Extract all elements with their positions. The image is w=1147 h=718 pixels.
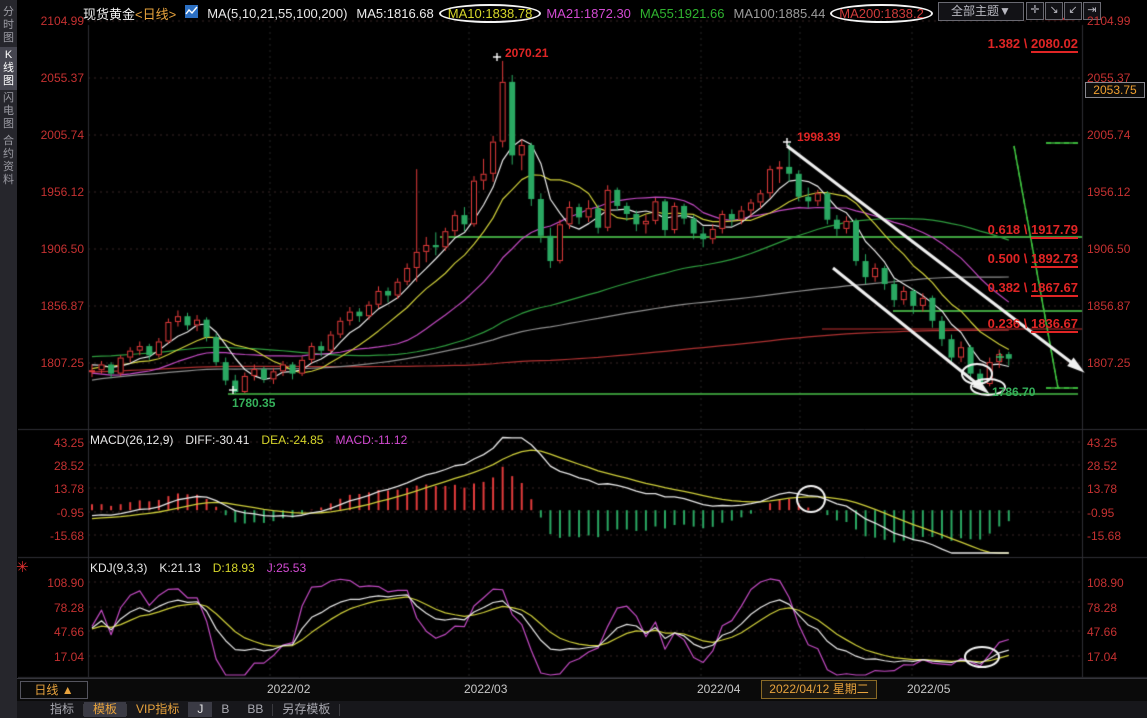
time-axis-bar: 日线 ▲ 2022/04/12 星期二 2022/02 2022/03 2022/0… bbox=[17, 678, 1147, 702]
price-axis-label-right: 2104.99 bbox=[1087, 14, 1131, 28]
sidebar-item-kline[interactable]: K线图 bbox=[0, 47, 17, 90]
macd-axis-label-left: 13.78 bbox=[53, 482, 84, 496]
period-tag: <日线> bbox=[135, 6, 177, 22]
last-price-box: 2053.75 bbox=[1085, 82, 1145, 98]
kdj-axis-label-right: 17.04 bbox=[1087, 650, 1118, 664]
move-icon[interactable]: ✛ bbox=[1026, 2, 1044, 20]
macd-axis-label-right: -0.95 bbox=[1087, 506, 1115, 520]
macd-macd-value: MACD:-11.12 bbox=[335, 433, 408, 447]
macd-axis-label-left: 28.52 bbox=[53, 459, 84, 473]
macd-axis-label-right: -15.68 bbox=[1087, 529, 1122, 543]
exit-icon[interactable]: ⇥ bbox=[1083, 2, 1101, 20]
macd-axis-label-left: -0.95 bbox=[56, 506, 84, 520]
price-axis-label-right: 1906.50 bbox=[1087, 242, 1131, 256]
tab-vip-indicator[interactable]: VIP指标 bbox=[136, 702, 180, 716]
tab-b[interactable]: B bbox=[221, 702, 230, 716]
kdj-axis-label-right: 47.66 bbox=[1087, 625, 1118, 639]
macd-axis-label-right: 43.25 bbox=[1087, 436, 1118, 450]
price-axis-label-left: 1956.12 bbox=[40, 185, 84, 199]
macd-diff-value: DIFF:-30.41 bbox=[185, 433, 250, 447]
price-axis-label-right: 2055.37 bbox=[1087, 71, 1131, 85]
chart-price-annotation: 1998.39 bbox=[797, 130, 841, 144]
macd-axis-label-right: 28.52 bbox=[1087, 459, 1118, 473]
ma200-value-circled: MA200:1838.2 bbox=[830, 3, 933, 23]
macd-axis-label-right: 13.78 bbox=[1087, 482, 1118, 496]
sidebar-item-flash[interactable]: 闪电图 bbox=[3, 92, 14, 130]
fib-level-label: 1.382 \ 2080.02 bbox=[987, 36, 1078, 53]
time-axis-label: 2022/04 bbox=[697, 682, 741, 696]
period-selector-button[interactable]: 日线 ▲ bbox=[20, 681, 88, 699]
kdj-axis-label-left: 47.66 bbox=[53, 625, 84, 639]
price-axis-label-left: 1906.50 bbox=[40, 242, 84, 256]
ma100-value: MA100:1885.44 bbox=[733, 5, 826, 21]
price-axis-label-left: 2005.74 bbox=[40, 128, 84, 142]
kline-icon bbox=[185, 5, 199, 21]
alarm-icon[interactable]: ✳ bbox=[16, 559, 29, 576]
kdj-title: KDJ(9,3,3) bbox=[90, 561, 148, 575]
macd-header: MACD(26,12,9) DIFF:-30.41 DEA:-24.85 MAC… bbox=[90, 433, 407, 447]
kdj-axis-label-right: 108.90 bbox=[1087, 576, 1124, 590]
ma5-value: MA5:1816.68 bbox=[356, 5, 434, 21]
price-axis-label-left: 2055.37 bbox=[40, 71, 84, 85]
time-axis-label: 2022/03 bbox=[464, 682, 508, 696]
ma-settings-label: MA(5,10,21,55,100,200) bbox=[207, 5, 348, 21]
indicator-tab-bar: 指标 模板 VIP指标 J B BB 另存模板 bbox=[17, 701, 1147, 718]
chart-header: 现货黄金<日线> MA(5,10,21,55,100,200) MA5:1816… bbox=[83, 3, 933, 23]
kdj-header: KDJ(9,3,3) K:21.13 D:18.93 J:25.53 bbox=[90, 561, 306, 575]
chart-price-annotation: 1780.35 bbox=[232, 396, 276, 410]
kdj-axis-label-left: 108.90 bbox=[47, 576, 84, 590]
selected-date-label[interactable]: 2022/04/12 星期二 bbox=[761, 680, 877, 699]
ma21-value: MA21:1872.30 bbox=[546, 5, 631, 21]
fib-level-label: 0.618 \ 1917.79 bbox=[987, 222, 1078, 239]
macd-axis-label-left: 43.25 bbox=[53, 436, 84, 450]
chart-price-annotation: 1786.70 bbox=[992, 385, 1036, 399]
time-axis-label: 2022/05 bbox=[907, 682, 951, 696]
tab-save-template[interactable]: 另存模板 bbox=[282, 702, 331, 716]
fib-level-label: 0.382 \ 1867.67 bbox=[987, 280, 1078, 297]
sidebar-item-contract-info[interactable]: 合约资料 bbox=[3, 135, 14, 186]
price-axis-label-right: 1807.25 bbox=[1087, 356, 1131, 370]
kdj-j-value: J:25.53 bbox=[266, 561, 307, 575]
macd-dea-value: DEA:-24.85 bbox=[261, 433, 324, 447]
kdj-k-value: K:21.13 bbox=[159, 561, 201, 575]
ma10-value-circled: MA10:1838.78 bbox=[438, 3, 542, 23]
fib-level-label: 0.236 \ 1836.67 bbox=[987, 316, 1078, 333]
chart-price-annotation: 2070.21 bbox=[505, 46, 549, 60]
kdj-axis-label-left: 17.04 bbox=[53, 650, 84, 664]
sidebar: 分时图 K线图 闪电图 合约资料 bbox=[0, 0, 18, 718]
tab-indicator[interactable]: 指标 bbox=[50, 702, 75, 716]
tab-bb[interactable]: BB bbox=[247, 702, 264, 716]
scale-left-icon[interactable]: ↘ bbox=[1045, 2, 1063, 20]
symbol-title: 现货黄金<日线> bbox=[83, 4, 176, 23]
tab-template[interactable]: 模板 bbox=[84, 702, 127, 717]
scale-right-icon[interactable]: ↙ bbox=[1064, 2, 1082, 20]
kdj-axis-label-right: 78.28 bbox=[1087, 601, 1118, 615]
price-axis-label-right: 2005.74 bbox=[1087, 128, 1131, 142]
macd-title: MACD(26,12,9) bbox=[90, 433, 174, 447]
price-axis-label-left: 1807.25 bbox=[40, 356, 84, 370]
price-axis-label-left: 2104.99 bbox=[40, 14, 84, 28]
time-axis-label: 2022/02 bbox=[267, 682, 311, 696]
price-axis-label-right: 1856.87 bbox=[1087, 299, 1131, 313]
sidebar-item-timeshare[interactable]: 分时图 bbox=[3, 6, 14, 44]
kdj-d-value: D:18.93 bbox=[212, 561, 255, 575]
macd-axis-label-left: -15.68 bbox=[49, 529, 84, 543]
symbol-name: 现货黄金 bbox=[83, 6, 136, 22]
tab-j[interactable]: J bbox=[188, 702, 213, 717]
price-axis-label-right: 1956.12 bbox=[1087, 185, 1131, 199]
ma55-value: MA55:1921.66 bbox=[639, 5, 725, 21]
all-themes-dropdown[interactable]: 全部主题▼ bbox=[938, 2, 1024, 21]
price-axis-label-left: 1856.87 bbox=[40, 299, 84, 313]
kdj-axis-label-left: 78.28 bbox=[53, 601, 84, 615]
fib-level-label: 0.500 \ 1892.73 bbox=[987, 251, 1078, 268]
